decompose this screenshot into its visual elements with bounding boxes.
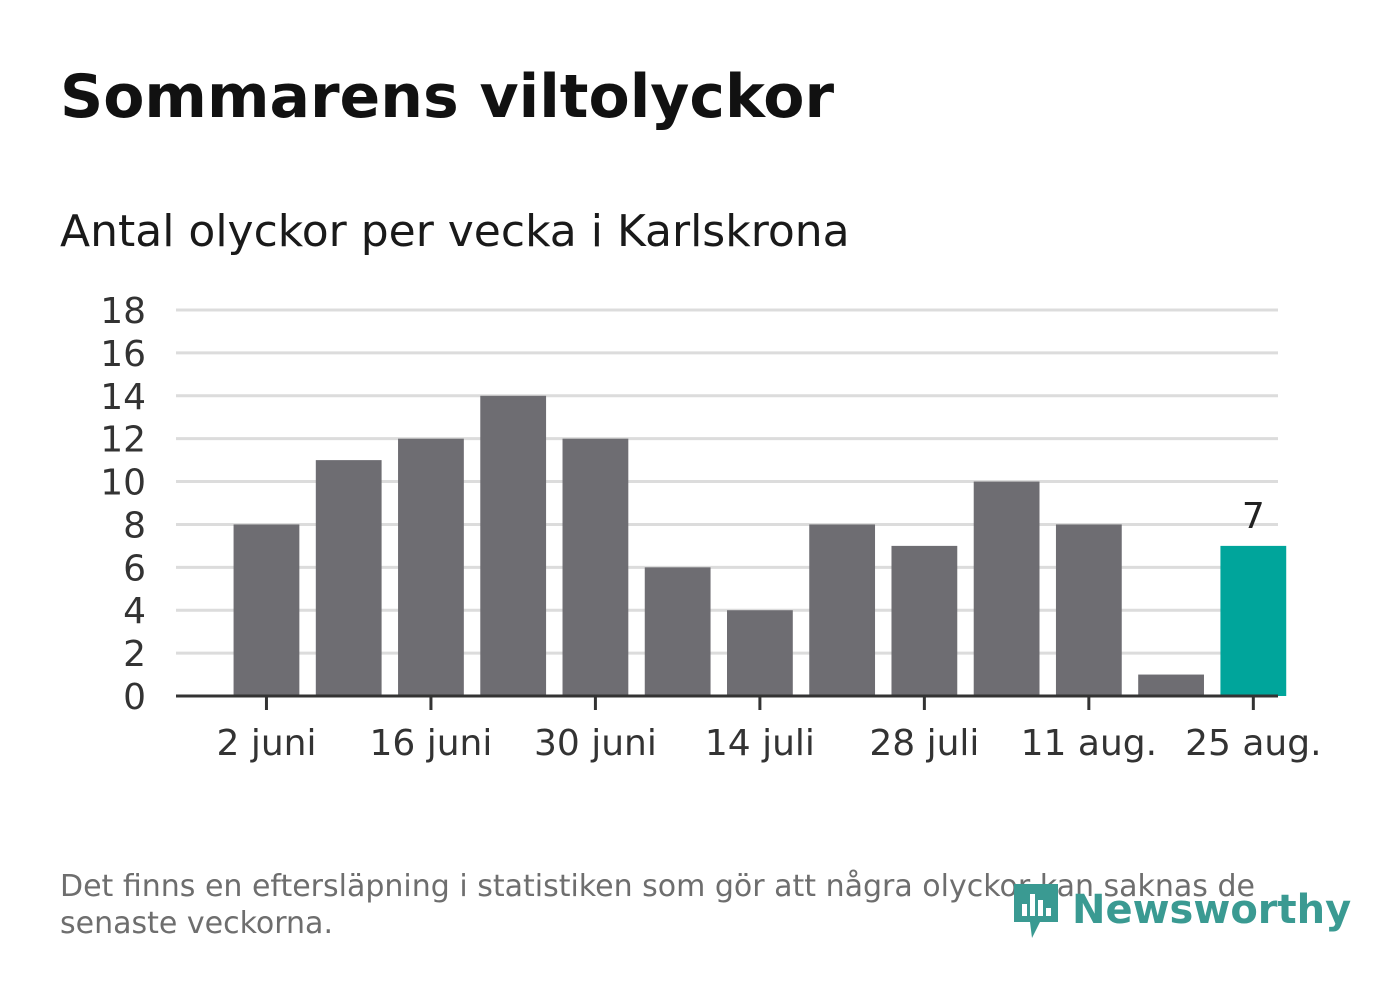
- bar: [1220, 545, 1287, 696]
- chart-subtitle: Antal olyckor per vecka i Karlskrona: [60, 206, 850, 257]
- bar: [480, 395, 547, 696]
- bar: [562, 438, 629, 696]
- y-tick-label: 2: [123, 634, 146, 675]
- y-tick-label: 0: [123, 677, 146, 718]
- y-tick-label: 18: [100, 291, 146, 332]
- y-tick-label: 10: [100, 463, 146, 504]
- newsworthy-logo-icon: [1014, 884, 1058, 938]
- y-tick-label: 6: [123, 548, 146, 589]
- bar: [398, 438, 464, 696]
- y-tick-label: 8: [123, 505, 146, 546]
- bar: [809, 524, 876, 696]
- bar: [727, 610, 793, 696]
- x-tick-label: 30 juni: [534, 723, 657, 764]
- x-tick-label: 16 juni: [369, 723, 492, 764]
- y-tick-label: 14: [100, 377, 146, 418]
- y-tick-label: 12: [100, 420, 146, 461]
- bar: [1138, 674, 1204, 696]
- x-tick-label: 14 juli: [705, 723, 815, 764]
- data-label: 7: [1242, 496, 1265, 537]
- x-tick-label: 25 aug.: [1185, 723, 1321, 764]
- bar: [973, 481, 1040, 696]
- x-tick-label: 11 aug.: [1021, 723, 1157, 764]
- chart-title: Sommarens viltolyckor: [60, 62, 835, 132]
- bar: [891, 545, 958, 696]
- bars: [176, 395, 1287, 698]
- x-tick-label: 2 juni: [216, 723, 316, 764]
- bar: [315, 460, 382, 696]
- x-tick-label: 28 juli: [869, 723, 979, 764]
- bar: [644, 567, 711, 696]
- newsworthy-logo-text: Newsworthy: [1072, 887, 1352, 933]
- bar: [233, 524, 300, 696]
- y-tick-label: 16: [100, 334, 146, 375]
- x-axis-ticks: 2 juni 16 juni 30 juni 14 juli 28 juli 11 aug…: [216, 696, 1322, 764]
- newsworthy-logo: Newsworthy: [1010, 878, 1351, 942]
- data-labels: 7: [1242, 496, 1265, 537]
- bar: [1055, 524, 1122, 696]
- y-tick-label: 4: [123, 591, 146, 632]
